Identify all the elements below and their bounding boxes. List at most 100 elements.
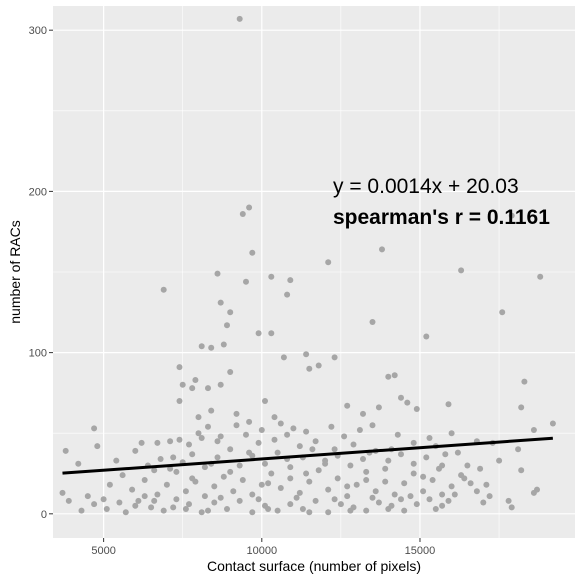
data-point [75, 460, 82, 467]
x-axis-title: Contact surface (number of pixels) [207, 558, 421, 574]
regression-line [62, 436, 553, 475]
data-point [198, 509, 205, 516]
data-point [182, 506, 189, 512]
data-point [306, 478, 313, 485]
data-point [208, 407, 215, 414]
data-point [78, 507, 85, 514]
data-point [258, 427, 265, 433]
data-point [138, 439, 145, 446]
data-point [445, 497, 452, 504]
x-tick-label: 15000 [405, 545, 436, 557]
data-point [537, 273, 544, 280]
data-point [549, 420, 556, 427]
data-point [274, 449, 281, 456]
data-point [413, 501, 420, 508]
data-point [132, 447, 139, 454]
data-point [385, 457, 392, 464]
data-point [432, 506, 439, 512]
data-point [331, 496, 338, 503]
data-point [182, 488, 189, 495]
data-point [401, 507, 408, 514]
data-point [214, 270, 221, 277]
data-point [299, 506, 306, 512]
data-point [344, 493, 351, 500]
data-point [508, 212, 515, 219]
data-point [262, 460, 268, 467]
data-point [186, 441, 192, 448]
data-points [59, 15, 556, 516]
x-tick-label: 10000 [247, 545, 278, 557]
data-point [496, 457, 503, 464]
data-point [505, 497, 512, 504]
data-point [106, 481, 113, 488]
data-point [141, 477, 148, 483]
data-point [499, 309, 506, 316]
data-point [176, 364, 183, 371]
data-point [375, 499, 382, 506]
data-point [410, 439, 417, 446]
data-point [293, 494, 300, 501]
data-point [331, 446, 338, 453]
y-tick-label: 200 [29, 186, 47, 198]
data-point [243, 431, 249, 438]
data-point [303, 351, 310, 358]
data-point [375, 404, 382, 411]
data-point [454, 449, 461, 456]
data-point [167, 438, 174, 445]
data-point [312, 497, 319, 504]
data-point [331, 354, 338, 361]
data-point [195, 414, 202, 421]
data-point [508, 504, 515, 511]
data-point [287, 277, 294, 284]
data-point [113, 457, 120, 464]
data-point [249, 452, 256, 459]
data-point [262, 398, 268, 404]
data-point [189, 451, 196, 458]
data-point [391, 491, 398, 498]
data-point [176, 398, 183, 404]
data-point [521, 378, 528, 385]
data-point [258, 481, 265, 488]
data-point [154, 439, 161, 446]
data-point [205, 385, 211, 392]
data-point [217, 494, 224, 501]
data-point [398, 394, 404, 401]
data-point [467, 480, 474, 487]
data-point [176, 436, 183, 443]
data-point [287, 464, 294, 471]
data-point [442, 451, 449, 458]
data-point [420, 488, 427, 495]
data-point [284, 431, 291, 438]
data-point [173, 496, 180, 503]
data-point [217, 433, 224, 440]
data-point [448, 430, 455, 437]
data-point [239, 211, 246, 217]
data-point [141, 493, 148, 500]
data-point [198, 343, 205, 350]
data-point [518, 404, 525, 411]
data-point [151, 467, 158, 474]
data-point [296, 443, 303, 450]
data-point [486, 493, 493, 500]
data-point [233, 410, 240, 417]
data-point [401, 480, 408, 487]
data-point [119, 472, 126, 479]
data-point [94, 443, 101, 450]
data-point [464, 462, 471, 469]
data-point [344, 402, 351, 409]
data-point [224, 506, 230, 512]
data-point [515, 446, 522, 453]
data-point [410, 470, 417, 477]
data-point [198, 435, 205, 441]
data-point [274, 507, 281, 514]
data-point [157, 456, 164, 462]
data-point [148, 504, 155, 511]
data-point [369, 494, 376, 501]
data-point [277, 485, 284, 491]
data-point [436, 465, 442, 472]
data-point [65, 497, 72, 504]
data-point [277, 420, 284, 427]
data-point [385, 506, 392, 512]
data-point [265, 480, 272, 487]
